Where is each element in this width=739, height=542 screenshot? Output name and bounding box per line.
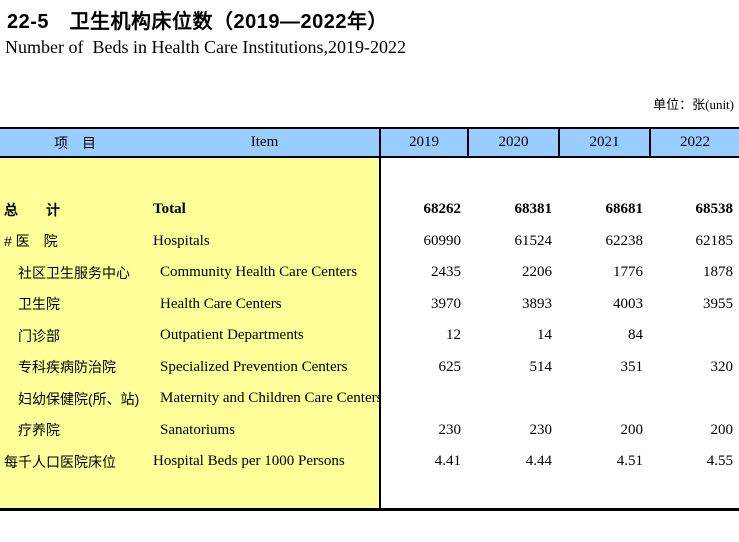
value-cell: 2435 xyxy=(431,264,461,281)
row-label-cn: 疗养院 xyxy=(18,422,60,439)
table-header: 项 目 Item 2019 2020 2021 2022 xyxy=(0,129,739,158)
page-title: 22-5 卫生机构床位数（2019—2022年） xyxy=(7,11,389,33)
value-cell: 68262 xyxy=(423,201,462,218)
value-cell: 4003 xyxy=(613,295,643,312)
value-cell: 4.44 xyxy=(525,453,552,470)
row-label-cn: 总 计 xyxy=(4,201,60,218)
row-label-en: Specialized Prevention Centers xyxy=(160,358,348,375)
value-cell: 200 xyxy=(710,421,734,438)
row-label-en: Outpatient Departments xyxy=(160,327,304,344)
header-cell-year-2021: 2021 xyxy=(558,129,649,156)
value-cell: 84 xyxy=(628,327,643,344)
row-label-en: Sanatoriums xyxy=(160,421,235,438)
table-row: 妇幼保健院(所、站) Maternity and Children Care Ce… xyxy=(0,383,739,415)
value-cell: 320 xyxy=(710,358,734,375)
value-cell: 62238 xyxy=(605,232,644,249)
row-label-en: Hospital Beds per 1000 Persons xyxy=(153,453,345,470)
table-row: # 医 院 Hospitals 60990 61524 62238 62185 xyxy=(0,226,739,258)
row-label-en: Maternity and Children Care Centers xyxy=(160,390,379,407)
header-cell-year-2019: 2019 xyxy=(409,134,439,150)
value-cell: 60990 xyxy=(423,232,462,249)
table-row: 总 计 Total 68262 68381 68681 68538 xyxy=(0,158,739,226)
value-cell: 230 xyxy=(529,421,553,438)
value-cell: 68681 xyxy=(605,201,644,218)
value-cell: 4.55 xyxy=(706,453,733,470)
row-label-cn: 卫生院 xyxy=(18,296,60,313)
value-cell: 68538 xyxy=(695,201,734,218)
value-cell: 200 xyxy=(620,421,644,438)
page-subtitle: Number of Beds in Health Care Institutio… xyxy=(5,37,406,57)
unit-note: 单位：张(unit) xyxy=(653,97,734,112)
row-label-en: Health Care Centers xyxy=(160,295,282,312)
row-label-en: Community Health Care Centers xyxy=(160,264,358,281)
row-label-cn: 妇幼保健院(所、站) xyxy=(18,390,140,407)
value-cell: 2206 xyxy=(522,264,552,281)
value-cell: 230 xyxy=(438,421,462,438)
value-cell: 12 xyxy=(446,327,461,344)
value-cell: 61524 xyxy=(514,232,553,249)
header-cell-year-2020: 2020 xyxy=(467,129,558,156)
value-cell: 514 xyxy=(529,358,553,375)
row-label-cn: 专科疾病防治院 xyxy=(18,359,116,376)
value-cell: 351 xyxy=(620,358,644,375)
value-cell: 1776 xyxy=(613,264,643,281)
row-label-cn: 每千人口医院床位 xyxy=(4,453,116,470)
row-label-cn: 社区卫生服务中心 xyxy=(18,264,130,281)
header-cell-item-cn: 项 目 xyxy=(54,134,96,151)
table-body: 总 计 Total 68262 68381 68681 68538 # 医 院 Hospita… xyxy=(0,158,739,508)
value-cell: 14 xyxy=(537,327,552,344)
row-label-cn: # 医 院 xyxy=(4,233,58,250)
header-divider xyxy=(379,129,381,156)
value-cell: 68381 xyxy=(514,201,553,218)
value-cell: 3893 xyxy=(522,295,552,312)
row-label-cn: 门诊部 xyxy=(18,327,60,344)
value-cell: 4.51 xyxy=(616,453,643,470)
table-row: 每千人口医院床位 Hospital Beds per 1000 Persons 4.… xyxy=(0,446,739,478)
row-label-en: Hospitals xyxy=(153,232,210,249)
value-cell: 3955 xyxy=(703,295,733,312)
table-row: 专科疾病防治院 Specialized Prevention Centers 625… xyxy=(0,352,739,384)
value-cell: 4.41 xyxy=(434,453,461,470)
table-row: 门诊部 Outpatient Departments 12 14 84 xyxy=(0,320,739,352)
value-cell: 3970 xyxy=(431,295,461,312)
table-row: 疗养院 Sanatoriums 230 230 200 200 xyxy=(0,415,739,447)
value-cell: 625 xyxy=(438,358,462,375)
header-cell-year-2022: 2022 xyxy=(649,129,739,156)
value-cell: 62185 xyxy=(695,232,734,249)
value-cell: 1878 xyxy=(703,264,733,281)
table-row: 社区卫生服务中心 Community Health Care Centers 243… xyxy=(0,257,739,289)
header-cell-item-en: Item xyxy=(250,134,279,150)
row-label-en: Total xyxy=(153,201,186,218)
table-row: 卫生院 Health Care Centers 3970 3893 4003 3955 xyxy=(0,289,739,321)
stats-table: 项 目 Item 2019 2020 2021 2022 总 计 Total 682… xyxy=(0,127,739,511)
